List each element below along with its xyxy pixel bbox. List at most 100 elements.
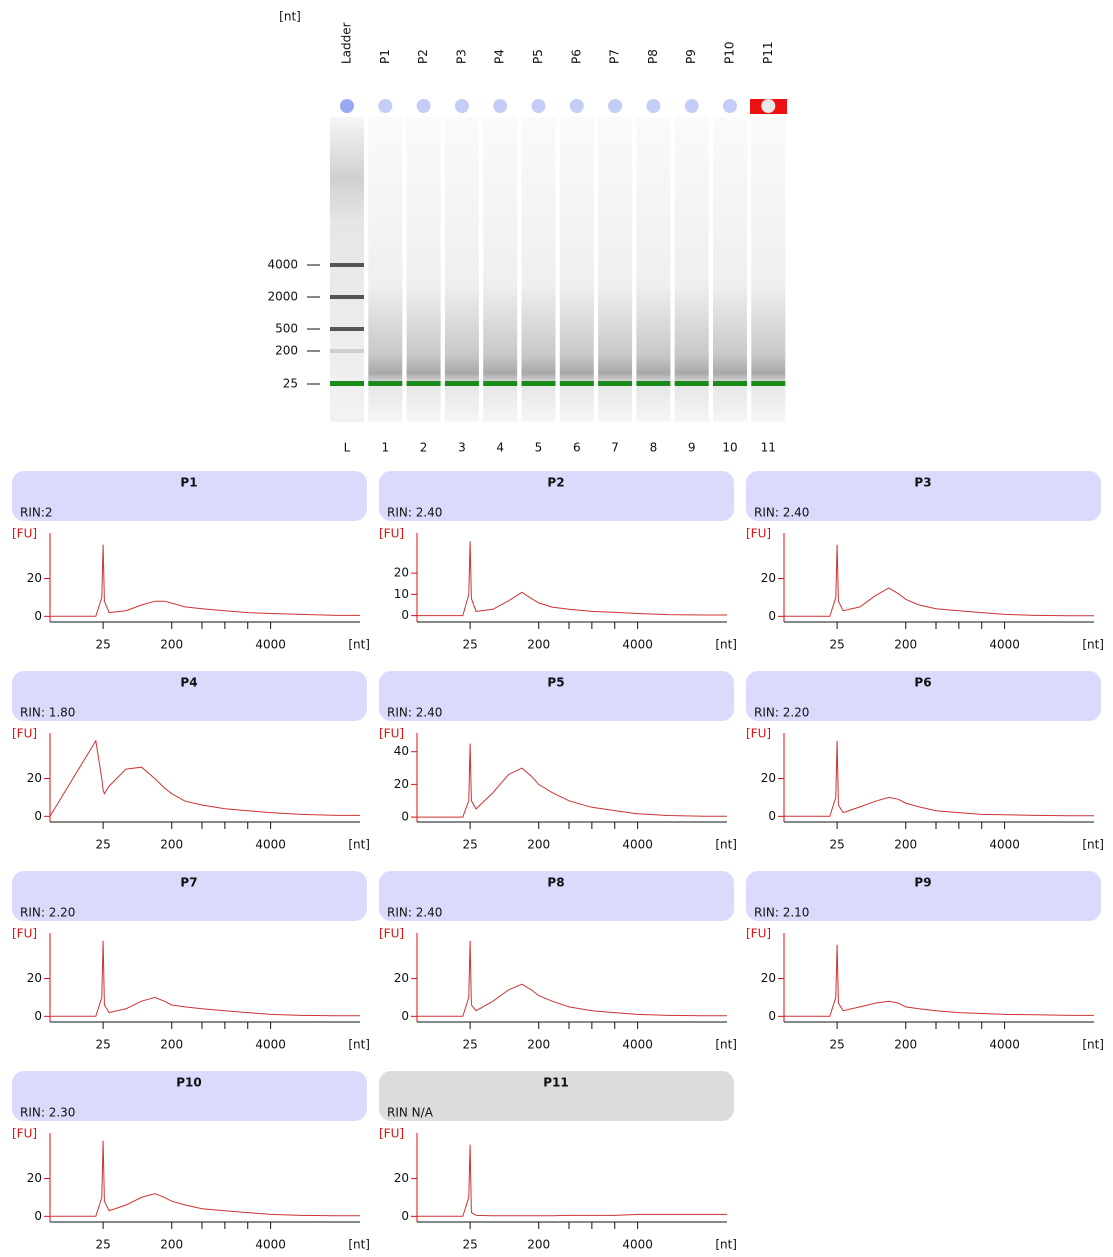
marker-band xyxy=(636,381,670,386)
x-tick-label: 4000 xyxy=(622,638,653,652)
x-tick-label: 25 xyxy=(462,1038,477,1052)
panel-title: P8 xyxy=(547,876,564,890)
y-tick-label: 20 xyxy=(761,771,776,785)
well-dot xyxy=(646,99,660,113)
x-axis-label: [nt] xyxy=(715,638,737,652)
trace xyxy=(50,741,360,817)
x-tick-label: 200 xyxy=(894,1038,917,1052)
marker-band xyxy=(445,381,479,386)
x-tick-label: 200 xyxy=(160,1238,183,1252)
well-dot xyxy=(608,99,622,113)
lane-number: 10 xyxy=(722,441,737,455)
y-tick-label: 0 xyxy=(401,810,409,824)
marker-band xyxy=(330,381,364,386)
lane-number: 3 xyxy=(458,441,466,455)
lane-name: P10 xyxy=(723,41,737,64)
y-tick-label: 0 xyxy=(401,1209,409,1223)
trace xyxy=(784,945,1094,1017)
y-axis-label: [FU] xyxy=(379,527,404,541)
well-dot xyxy=(685,99,699,113)
panel-title: P9 xyxy=(914,876,931,890)
trace xyxy=(50,545,360,617)
lane-name: P7 xyxy=(608,49,622,64)
x-tick-label: 200 xyxy=(894,838,917,852)
y-axis-label: [FU] xyxy=(746,727,771,741)
x-tick-label: 200 xyxy=(527,1038,550,1052)
y-tick-label: 20 xyxy=(27,771,42,785)
ladder-band xyxy=(330,263,364,267)
well-dot xyxy=(417,99,431,113)
panel-title: P6 xyxy=(914,676,931,690)
marker-band xyxy=(483,381,517,386)
lane-number: L xyxy=(344,441,351,455)
marker-band xyxy=(407,381,441,386)
y-tick-label: 40 xyxy=(394,744,409,758)
x-tick-label: 200 xyxy=(527,638,550,652)
gel-lane xyxy=(751,117,785,422)
marker-band xyxy=(713,381,747,386)
gel-lane xyxy=(713,117,747,422)
x-tick-label: 25 xyxy=(95,1038,110,1052)
lane-name: P2 xyxy=(416,49,430,64)
ladder-size-label: 500 xyxy=(275,322,298,336)
y-tick-label: 0 xyxy=(401,1009,409,1023)
rin-label: RIN:2 xyxy=(20,506,53,520)
gel-lane xyxy=(560,117,594,422)
lane-name: P3 xyxy=(454,49,468,64)
lane-name: P1 xyxy=(378,49,392,64)
ladder-size-label: 2000 xyxy=(267,290,298,304)
x-tick-label: 200 xyxy=(527,1238,550,1252)
x-axis-label: [nt] xyxy=(1082,1038,1104,1052)
y-tick-label: 20 xyxy=(27,571,42,585)
x-tick-label: 4000 xyxy=(989,1038,1020,1052)
y-tick-label: 20 xyxy=(394,1171,409,1185)
x-tick-label: 25 xyxy=(462,638,477,652)
y-tick-label: 20 xyxy=(761,571,776,585)
gel-lane xyxy=(407,117,441,422)
marker-band xyxy=(751,381,785,386)
panel-title: P5 xyxy=(547,676,564,690)
x-tick-label: 4000 xyxy=(622,1238,653,1252)
y-tick-label: 0 xyxy=(34,1209,42,1223)
x-axis-label: [nt] xyxy=(715,1238,737,1252)
gel-lane xyxy=(522,117,556,422)
lane-name: P5 xyxy=(531,49,545,64)
rin-label: RIN: 2.30 xyxy=(20,1106,75,1120)
trace xyxy=(784,741,1094,817)
well-dot xyxy=(378,99,392,113)
rin-label: RIN: 2.40 xyxy=(387,706,442,720)
ladder-band xyxy=(330,349,364,353)
y-tick-label: 20 xyxy=(394,566,409,580)
x-tick-label: 4000 xyxy=(255,838,286,852)
y-tick-label: 20 xyxy=(27,1171,42,1185)
x-tick-label: 25 xyxy=(829,838,844,852)
rin-label: RIN: 2.40 xyxy=(387,906,442,920)
y-axis-label: [FU] xyxy=(379,727,404,741)
y-axis-label: [FU] xyxy=(12,1127,37,1141)
y-tick-label: 0 xyxy=(34,609,42,623)
marker-band xyxy=(598,381,632,386)
bioanalyzer-report: [nt] LadderLP11P22P33P44P55P66P77P88P99P… xyxy=(0,0,1113,1257)
gel-lane xyxy=(368,117,402,422)
gel-lane xyxy=(598,117,632,422)
marker-band xyxy=(675,381,709,386)
rin-label: RIN N/A xyxy=(387,1106,434,1120)
y-tick-label: 0 xyxy=(34,809,42,823)
trace xyxy=(50,1141,360,1217)
x-axis-label: [nt] xyxy=(348,1238,370,1252)
x-tick-label: 4000 xyxy=(255,1038,286,1052)
rin-label: RIN: 2.10 xyxy=(754,906,809,920)
gel-lane xyxy=(330,117,364,422)
x-tick-label: 200 xyxy=(160,838,183,852)
y-tick-label: 20 xyxy=(27,971,42,985)
panel-title: P7 xyxy=(180,876,197,890)
y-tick-label: 20 xyxy=(761,971,776,985)
x-tick-label: 25 xyxy=(95,638,110,652)
trace xyxy=(784,545,1094,617)
rin-label: RIN: 2.40 xyxy=(754,506,809,520)
y-axis-label: [FU] xyxy=(12,727,37,741)
x-tick-label: 4000 xyxy=(989,838,1020,852)
trace xyxy=(50,941,360,1017)
x-tick-label: 200 xyxy=(160,1038,183,1052)
page: [nt] LadderLP11P22P33P44P55P66P77P88P99P… xyxy=(0,0,1113,1257)
